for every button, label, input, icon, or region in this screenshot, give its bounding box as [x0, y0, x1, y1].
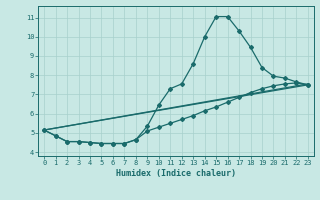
X-axis label: Humidex (Indice chaleur): Humidex (Indice chaleur) — [116, 169, 236, 178]
